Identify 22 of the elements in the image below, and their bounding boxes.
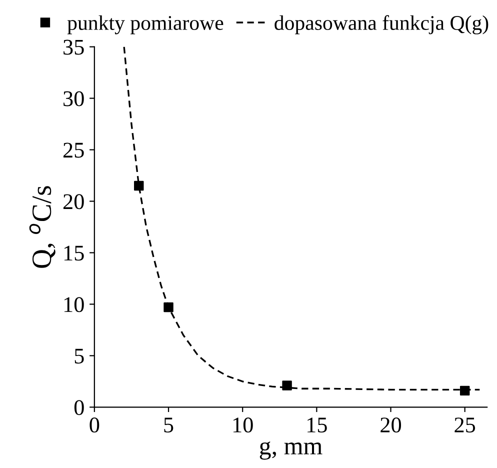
- x-tick-label: 20: [380, 418, 402, 433]
- point: [460, 386, 470, 396]
- x-tick-label: 15: [308, 418, 327, 433]
- point: [164, 302, 174, 312]
- y-axis-title: Q, $^{o}$C/s: [29, 186, 56, 268]
- y-tick-label: 15: [64, 246, 84, 261]
- x-tick-label: 0: [90, 418, 100, 433]
- x-tick-label: 5: [164, 418, 174, 433]
- y-tick-label: 35: [64, 40, 84, 55]
- point: [282, 380, 292, 390]
- y-tick-label: 25: [63, 142, 84, 158]
- y-tick-label: 5: [74, 348, 84, 364]
- y-tick-label: 0: [74, 400, 84, 416]
- x-axis-title: g, mm: [260, 441, 322, 460]
- y-tick-label: 10: [64, 297, 84, 312]
- y-tick-label: 20: [63, 194, 84, 210]
- x-tick-label: 25: [454, 418, 476, 433]
- legend-label: dopasowana funkcja Q(g): [274, 15, 488, 34]
- y-tick-label: 30: [64, 91, 84, 106]
- x-tick-label: 10: [233, 418, 253, 433]
- point: [134, 180, 144, 191]
- legend-label: punkty pomiarowe: [67, 15, 224, 34]
